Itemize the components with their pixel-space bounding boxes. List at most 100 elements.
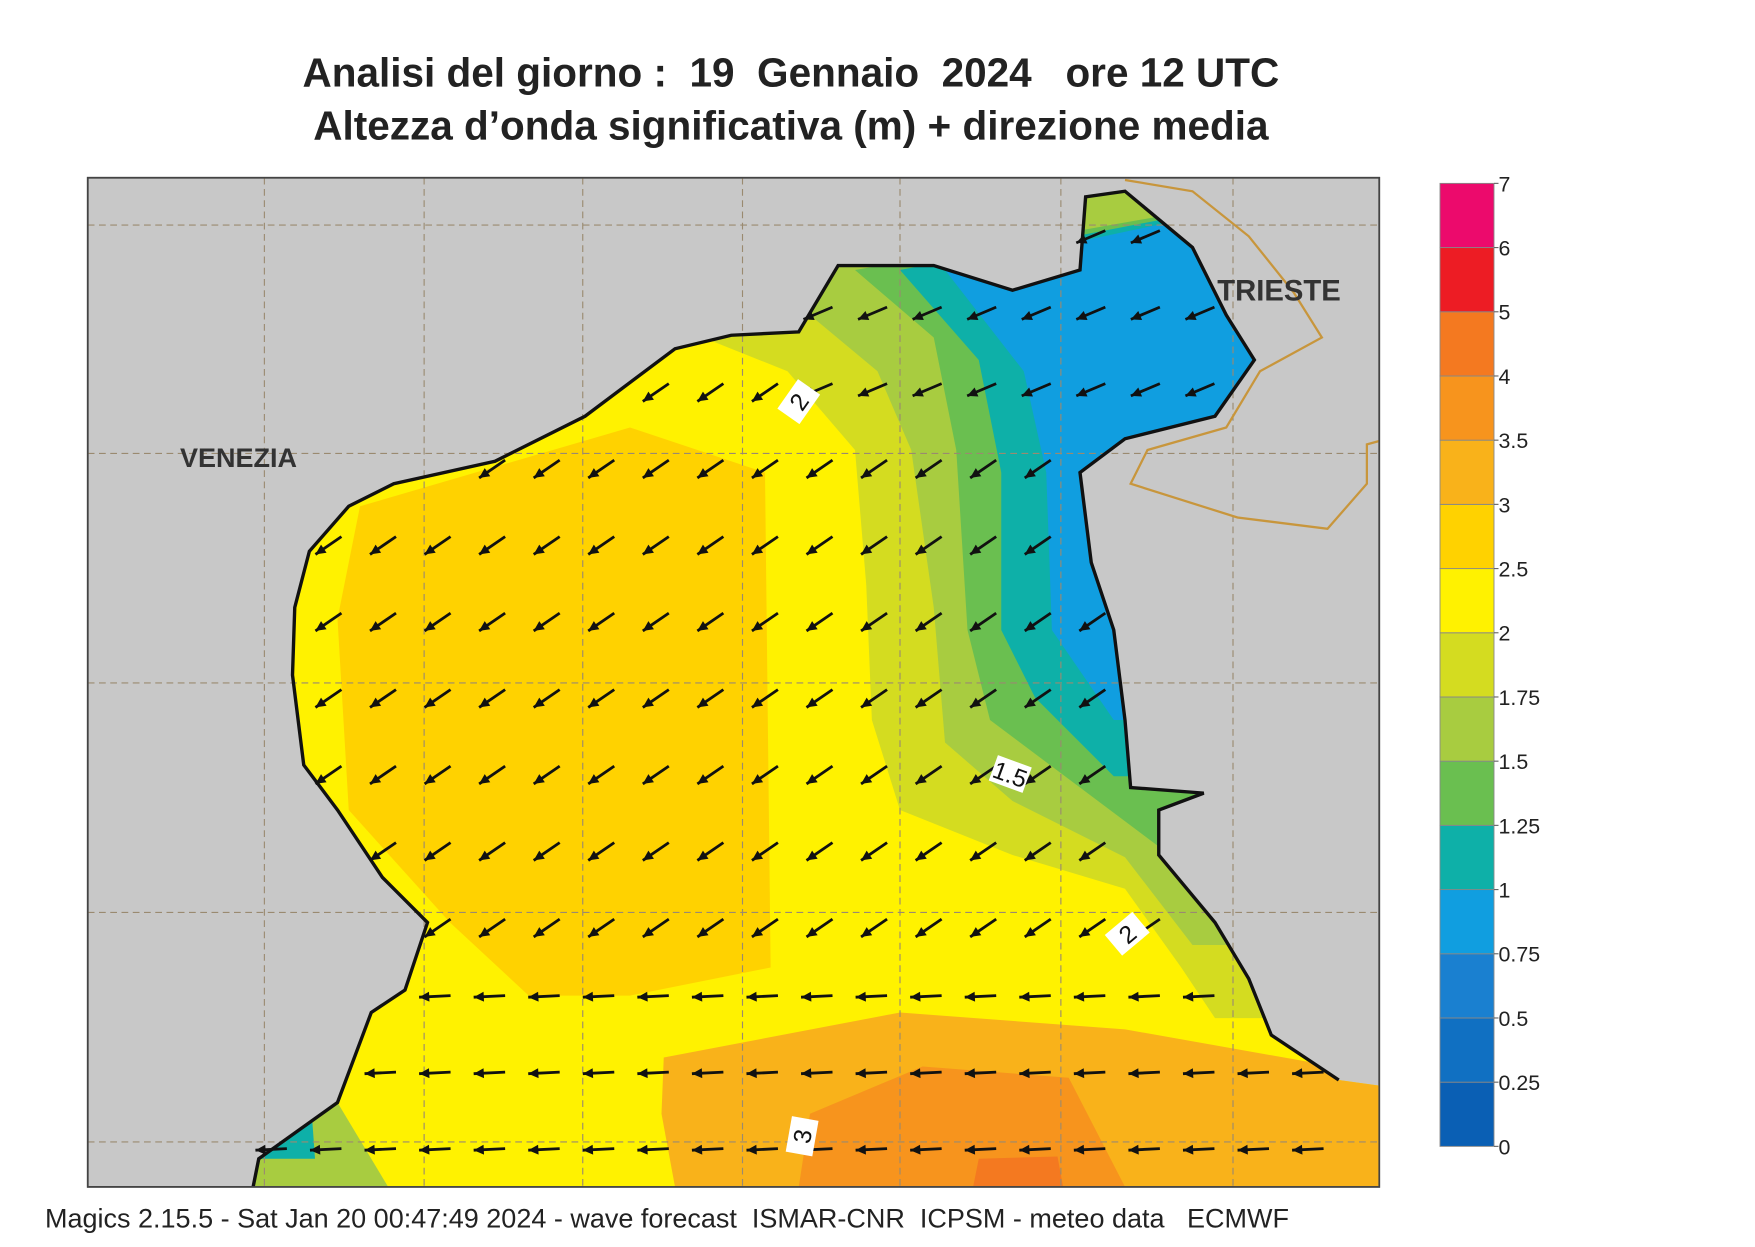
arrow-head [1019,1068,1030,1079]
arrow-head [912,387,924,397]
colorbar-label: 0 [1499,1135,1511,1159]
arrow-head [970,621,982,631]
color-band [1439,824,1495,891]
arrow-head [806,774,818,784]
arrow-head [364,1068,375,1079]
arrow-head [803,310,815,320]
arrow-head [582,1144,594,1155]
arrow-head [1128,991,1139,1002]
arrow-head [1024,850,1036,861]
arrow-head [806,544,818,555]
contour-label-bg [785,1116,819,1157]
color-band [1439,953,1495,1019]
arrow-head [642,774,654,784]
colorbar-label: 1.75 [1499,686,1541,710]
arrow-head [801,1068,812,1079]
arrow-head [642,468,654,478]
arrow-head [370,544,382,555]
arrow-head [861,697,873,708]
arrow-head [1024,697,1036,708]
arrow-head [1019,1144,1030,1155]
direction-arrows [255,229,1324,1155]
arrow-head [479,850,491,861]
contour-label-group: 1.5 [988,755,1032,794]
colorbar-label: 2 [1499,622,1511,646]
arrow-head [801,991,812,1002]
arrow-head [751,774,764,784]
colorbar-label: 4 [1499,365,1511,389]
arrow-head [637,1068,648,1079]
arrow-head [855,1068,866,1079]
arrow-head [315,774,327,784]
arrow-head [588,774,600,784]
arrow-head [1024,544,1036,555]
colorbar-label: 0.25 [1499,1071,1541,1095]
arrow-head [915,468,927,478]
arrow-head [637,991,648,1002]
contour-label-group: 2 [777,379,821,425]
arrow-head [970,774,982,784]
arrow-head [1185,310,1197,320]
arrow-head [751,391,764,402]
arrow-head [315,544,327,555]
arrow-head [697,697,709,708]
color-band [1439,247,1495,313]
arrow-head [806,697,818,708]
band-3.5-4 [798,1066,1125,1187]
arrow-head [479,697,491,708]
colorbar-label: 1 [1499,878,1511,902]
colorbar-label: 5 [1499,301,1511,325]
arrow-head [479,468,491,478]
arrow-head [910,991,921,1002]
color-band [1439,375,1495,441]
arrow-head [697,927,709,937]
arrow-head [533,850,545,861]
arrow-head [861,927,873,937]
arrow-head [533,774,545,784]
arrow-head [528,1068,539,1079]
band-2.5-3 [337,427,771,996]
arrow-head [964,991,976,1002]
arrow-head [533,621,545,631]
arrow-head [642,850,654,861]
arrow-head [479,621,491,631]
arrow-head [970,544,982,555]
colorbar-label: 6 [1499,236,1511,260]
arrow-head [582,991,594,1002]
arrow-head [1076,310,1088,320]
color-band [1439,503,1495,570]
arrow-head [746,1144,757,1155]
arrow-head [1182,1068,1194,1079]
arrow-head [915,621,927,631]
graticule [87,177,1380,1187]
arrow-head [697,468,709,478]
arrow-head [970,697,982,708]
arrow-head [912,310,924,320]
arrow-head [255,1144,266,1155]
arrow-head [370,850,382,861]
arrow-head [1079,927,1091,937]
arrow-head [697,621,709,631]
arrow-head [915,697,927,708]
arrow-head [370,774,382,784]
colorbar-label: 0.75 [1499,943,1541,967]
arrow-head [424,927,436,937]
colorbar-label: 1.25 [1499,814,1541,838]
arrow-head [970,850,982,861]
arrow-head [1182,1144,1194,1155]
arrow-head [910,1144,921,1155]
arrow-head [315,621,327,631]
arrow-head [806,927,818,937]
contour-label: 3 [789,1127,818,1145]
arrow-head [915,927,927,937]
color-band [1439,889,1495,955]
border [1124,178,1380,530]
contour-label-group: 3 [785,1116,819,1157]
colorbar-label: 7 [1499,172,1511,196]
arrow-head [861,468,873,478]
arrow-head [697,850,709,861]
arrow-head [582,1068,594,1079]
arrow-head [964,1068,976,1079]
arrow-head [424,544,436,555]
colorbar-label: 3 [1499,493,1511,517]
